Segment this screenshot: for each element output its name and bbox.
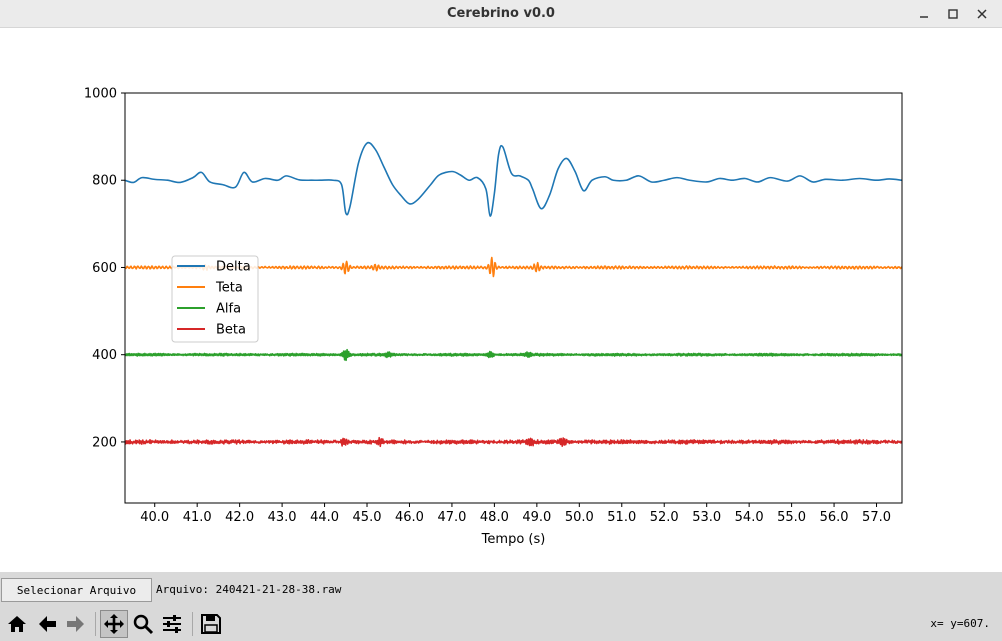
legend-box bbox=[171, 255, 259, 343]
x-tick-label: 53.0 bbox=[692, 510, 721, 525]
forward-button[interactable] bbox=[62, 610, 90, 638]
back-icon bbox=[39, 616, 56, 632]
series-beta-line bbox=[125, 436, 902, 448]
axes-frame bbox=[124, 92, 903, 504]
x-tick-label: 45.0 bbox=[353, 510, 382, 525]
zoom-icon bbox=[133, 614, 154, 635]
x-tick-label: 41.0 bbox=[183, 510, 212, 525]
home-icon bbox=[8, 616, 26, 632]
pan-button[interactable] bbox=[100, 610, 128, 638]
x-tick-label: 50.0 bbox=[565, 510, 594, 525]
legend-label-teta: Teta bbox=[215, 281, 243, 296]
toolbar-separator bbox=[95, 612, 96, 636]
configure-subplots-button[interactable] bbox=[158, 610, 186, 638]
x-tick-label: 51.0 bbox=[607, 510, 636, 525]
x-tick-label: 56.0 bbox=[820, 510, 849, 525]
forward-icon bbox=[67, 616, 84, 632]
window-title: Cerebrino v0.0 bbox=[447, 6, 555, 21]
x-tick-label: 46.0 bbox=[395, 510, 424, 525]
x-tick-label: 47.0 bbox=[437, 510, 466, 525]
y-tick-label: 200 bbox=[92, 435, 117, 450]
close-icon bbox=[977, 9, 987, 19]
title-bar: Cerebrino v0.0 bbox=[0, 0, 1002, 28]
y-tick-label: 600 bbox=[92, 261, 117, 276]
x-tick-label: 48.0 bbox=[480, 510, 509, 525]
close-button[interactable] bbox=[973, 5, 991, 23]
x-tick-label: 40.0 bbox=[140, 510, 169, 525]
navigation-toolbar: x= y=607. bbox=[0, 606, 1002, 641]
chart-legend: Delta Teta Alfa Beta bbox=[171, 255, 259, 343]
x-tick-label: 52.0 bbox=[650, 510, 679, 525]
select-file-button[interactable]: Selecionar Arquivo bbox=[1, 578, 152, 602]
minimize-button[interactable] bbox=[915, 5, 933, 23]
x-tick-label: 44.0 bbox=[310, 510, 339, 525]
series-alfa-line bbox=[125, 348, 902, 362]
plot-canvas[interactable]: 40.0 41.0 42.0 43.0 44.0 45.0 46.0 47.0 48.0 49.0… bbox=[0, 28, 1002, 572]
file-bar: Selecionar Arquivo Arquivo: 240421-21-28… bbox=[0, 572, 1002, 606]
zoom-button[interactable] bbox=[129, 610, 157, 638]
y-tick-label: 1000 bbox=[84, 87, 117, 102]
legend-label-delta: Delta bbox=[216, 260, 251, 275]
series-delta-line bbox=[125, 141, 902, 217]
maximize-icon bbox=[948, 9, 958, 19]
maximize-button[interactable] bbox=[944, 5, 962, 23]
pan-icon bbox=[104, 614, 124, 634]
toolbar-separator bbox=[192, 612, 193, 636]
y-tick-label: 400 bbox=[92, 348, 117, 363]
legend-label-beta: Beta bbox=[216, 323, 246, 338]
x-tick-label: 54.0 bbox=[735, 510, 764, 525]
x-tick-label: 57.0 bbox=[862, 510, 891, 525]
file-name-label: Arquivo: 240421-21-28-38.raw bbox=[156, 583, 342, 596]
x-tick-label: 55.0 bbox=[777, 510, 806, 525]
x-tick-label: 42.0 bbox=[225, 510, 254, 525]
save-icon bbox=[201, 614, 221, 634]
minimize-icon bbox=[920, 16, 928, 18]
y-tick-label: 800 bbox=[92, 174, 117, 189]
x-tick-label: 43.0 bbox=[268, 510, 297, 525]
coordinate-readout: x= y=607. bbox=[930, 617, 990, 630]
x-axis-label: Tempo (s) bbox=[481, 532, 546, 547]
legend-label-alfa: Alfa bbox=[216, 302, 241, 317]
x-tick-label: 49.0 bbox=[522, 510, 551, 525]
eeg-chart: 40.0 41.0 42.0 43.0 44.0 45.0 46.0 47.0 48.0 49.0… bbox=[84, 87, 903, 547]
home-button[interactable] bbox=[3, 610, 31, 638]
configure-subplots-icon bbox=[163, 615, 181, 633]
save-button[interactable] bbox=[197, 610, 225, 638]
back-button[interactable] bbox=[33, 610, 61, 638]
